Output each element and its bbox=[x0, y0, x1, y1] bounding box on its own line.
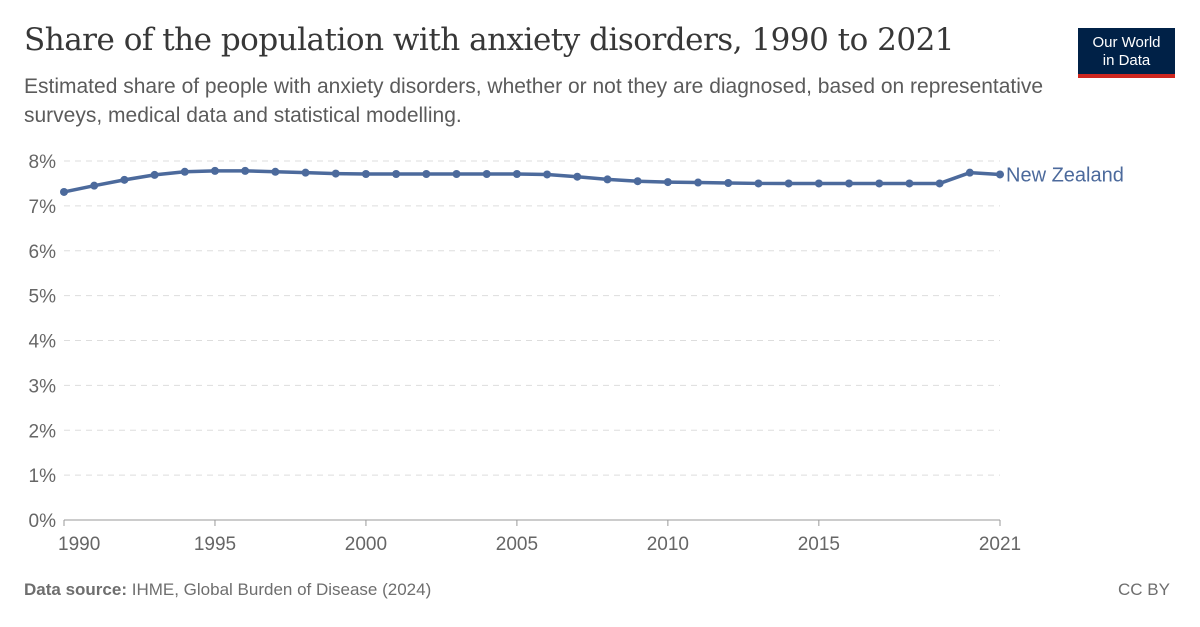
data-point bbox=[663, 178, 672, 187]
data-point bbox=[60, 187, 68, 196]
chart-subtitle: Estimated share of people with anxiety d… bbox=[24, 75, 1044, 127]
data-point bbox=[603, 175, 612, 184]
data-point bbox=[422, 170, 431, 179]
data-point bbox=[905, 179, 914, 188]
data-point bbox=[996, 170, 1004, 179]
data-point bbox=[784, 179, 793, 188]
logo-line1: Our World bbox=[1092, 34, 1161, 51]
y-tick-label: 2% bbox=[29, 421, 57, 442]
series-label: New Zealand bbox=[1006, 164, 1124, 186]
data-point bbox=[150, 170, 159, 179]
x-tick-label: 1995 bbox=[194, 534, 236, 555]
data-point bbox=[210, 166, 219, 175]
x-tick-label: 2010 bbox=[647, 534, 689, 555]
data-point bbox=[301, 168, 310, 177]
data-point bbox=[180, 167, 189, 176]
x-tick-label: 2000 bbox=[345, 534, 387, 555]
y-tick-label: 5% bbox=[29, 287, 57, 308]
y-tick-label: 1% bbox=[29, 466, 57, 487]
data-point bbox=[845, 179, 854, 188]
data-point bbox=[875, 179, 884, 188]
data-point bbox=[361, 170, 370, 179]
source-label: Data source: bbox=[24, 580, 127, 599]
data-point bbox=[512, 170, 521, 179]
license[interactable]: CC BY bbox=[1118, 580, 1170, 599]
x-tick-label: 1990 bbox=[58, 534, 100, 555]
data-point bbox=[120, 175, 129, 184]
y-tick-label: 0% bbox=[29, 511, 57, 532]
data-point bbox=[814, 179, 823, 188]
y-tick-label: 8% bbox=[29, 152, 57, 173]
data-source: Data source: IHME, Global Burden of Dise… bbox=[24, 580, 431, 600]
chart-title: Share of the population with anxiety dis… bbox=[24, 22, 955, 58]
data-point bbox=[331, 169, 340, 178]
data-point bbox=[271, 167, 280, 176]
x-tick-label: 2021 bbox=[979, 534, 1021, 555]
data-point bbox=[452, 170, 461, 179]
y-tick-label: 6% bbox=[29, 242, 57, 263]
data-point bbox=[754, 179, 763, 188]
x-tick-label: 2005 bbox=[496, 534, 538, 555]
data-point bbox=[965, 168, 974, 177]
y-tick-label: 3% bbox=[29, 376, 57, 397]
data-point bbox=[392, 170, 401, 179]
data-point bbox=[543, 170, 552, 179]
y-tick-label: 7% bbox=[29, 197, 57, 218]
x-tick-label: 2015 bbox=[798, 534, 840, 555]
data-point bbox=[241, 166, 250, 175]
data-point bbox=[694, 178, 703, 187]
data-point bbox=[90, 181, 99, 190]
y-tick-label: 4% bbox=[29, 332, 57, 353]
series-line bbox=[63, 169, 1001, 194]
source-text: IHME, Global Burden of Disease (2024) bbox=[131, 580, 432, 599]
owid-logo[interactable]: Our World in Data bbox=[1078, 28, 1175, 78]
data-point bbox=[633, 177, 642, 186]
data-point bbox=[935, 179, 944, 188]
data-point bbox=[724, 178, 733, 187]
logo-line2: in Data bbox=[1102, 52, 1151, 69]
data-point bbox=[482, 170, 491, 179]
data-point bbox=[573, 172, 582, 181]
